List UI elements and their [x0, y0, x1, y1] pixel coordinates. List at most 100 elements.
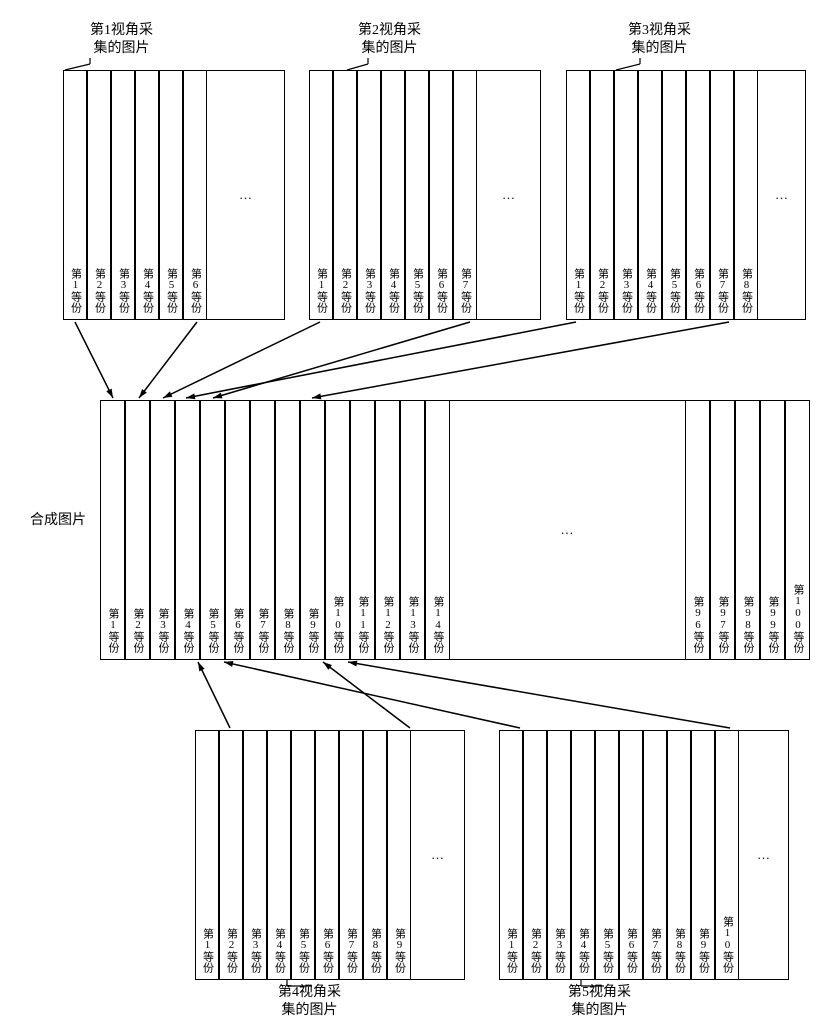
strip: 第2等份	[333, 70, 357, 320]
strip: 第6等份	[429, 70, 453, 320]
ellipsis: …	[477, 70, 541, 320]
strip: 第6等份	[619, 730, 643, 980]
strip: 第3等份	[614, 70, 638, 320]
strip: 第9等份	[300, 400, 325, 660]
ellipsis: …	[758, 70, 806, 320]
strip-label: 第5等份	[166, 268, 177, 319]
strip: 第8等份	[734, 70, 758, 320]
strip: 第10等份	[715, 730, 739, 980]
strip: 第5等份	[159, 70, 183, 320]
strips-top3: 第1等份第2等份第3等份第4等份第5等份第6等份第7等份第8等份…	[566, 70, 806, 320]
strip: 第3等份	[150, 400, 175, 660]
strip: 第5等份	[595, 730, 619, 980]
strip: 第2等份	[125, 400, 150, 660]
title-mid: 合成图片	[30, 512, 86, 530]
strips-top1: 第1等份 第2等份 第3等份第4等份第5等份第6等份…	[63, 70, 285, 320]
strip: 第7等份	[250, 400, 275, 660]
strip: 第7等份	[339, 730, 363, 980]
strip-label: 第4等份	[182, 608, 193, 659]
strip: 第1等份	[63, 70, 87, 320]
ellipsis: …	[450, 400, 685, 660]
strip-label: 第8等份	[370, 928, 381, 979]
strip: 第4等份	[135, 70, 159, 320]
strip-label: 第8等份	[674, 928, 685, 979]
strip: 第4等份	[381, 70, 405, 320]
strip-label: 第96等份	[692, 596, 703, 659]
strip-label: 第10等份	[332, 596, 343, 659]
strip-label: 第14等份	[432, 596, 443, 659]
strip-label: 第3等份	[118, 268, 129, 319]
strip-label: 第3等份	[621, 268, 632, 319]
strip: 第5等份	[405, 70, 429, 320]
strip: 第3等份	[243, 730, 267, 980]
strip-label: 第3等份	[250, 928, 261, 979]
strip-label: 第6等份	[322, 928, 333, 979]
strip-label: 第12等份	[382, 596, 393, 659]
strip: 第4等份	[175, 400, 200, 660]
strip-label: 第1等份	[70, 268, 81, 319]
strip: 第3等份	[357, 70, 381, 320]
strip-label: 第13等份	[407, 596, 418, 659]
strip: 第1等份	[566, 70, 590, 320]
strip: 第3等份	[547, 730, 571, 980]
strip: 第1等份	[309, 70, 333, 320]
strip-label: 第6等份	[436, 268, 447, 319]
strip-label: 第2等份	[132, 608, 143, 659]
strip-label: 第6等份	[693, 268, 704, 319]
strip-label: 第5等份	[207, 608, 218, 659]
strip: 第1等份	[499, 730, 523, 980]
title-bot5: 第5视角采集的图片	[568, 984, 631, 1020]
strip: 第8等份	[667, 730, 691, 980]
strip: 第3等份	[111, 70, 135, 320]
diagram-canvas: 第1等份第2等份第3等份第4等份第5等份第6等份…第1等份第2等份第3等份第4等…	[0, 0, 825, 1000]
strip: 第2等份	[87, 70, 111, 320]
strip-label: 第6等份	[232, 608, 243, 659]
strip-label: 第4等份	[645, 268, 656, 319]
strip-label: 第9等份	[698, 928, 709, 979]
strip: 第5等份	[291, 730, 315, 980]
strip: 第11等份	[350, 400, 375, 660]
strip-label: 第10等份	[722, 916, 733, 979]
strip-label: 第5等份	[602, 928, 613, 979]
strip-label: 第4等份	[388, 268, 399, 319]
strip-label: 第7等份	[650, 928, 661, 979]
strip: 第4等份	[638, 70, 662, 320]
strip-label: 第2等份	[530, 928, 541, 979]
ellipsis: …	[411, 730, 465, 980]
strip-label: 第5等份	[298, 928, 309, 979]
strip-label: 第2等份	[94, 268, 105, 319]
strips-mid: 第1等份第2等份第3等份第4等份第5等份第6等份第7等份第8等份第9等份第10等…	[100, 400, 810, 660]
ellipsis: …	[207, 70, 285, 320]
strip: 第6等份	[183, 70, 207, 320]
strip-label: 第2等份	[597, 268, 608, 319]
strip: 第6等份	[686, 70, 710, 320]
strip: 第13等份	[400, 400, 425, 660]
strip: 第4等份	[571, 730, 595, 980]
strip-label: 第5等份	[412, 268, 423, 319]
strip-label: 第98等份	[742, 596, 753, 659]
strip-label: 第2等份	[226, 928, 237, 979]
strip-label: 第1等份	[506, 928, 517, 979]
strip-label: 第3等份	[554, 928, 565, 979]
strip-label: 第1等份	[202, 928, 213, 979]
strip-label: 第7等份	[717, 268, 728, 319]
strip-label: 第6等份	[626, 928, 637, 979]
ellipsis: …	[739, 730, 789, 980]
strip: 第2等份	[219, 730, 243, 980]
strip-label: 第8等份	[741, 268, 752, 319]
strip: 第97等份	[710, 400, 735, 660]
title-top3: 第3视角采集的图片	[628, 22, 691, 58]
strip: 第96等份	[685, 400, 710, 660]
strip-label: 第3等份	[157, 608, 168, 659]
strip-label: 第9等份	[394, 928, 405, 979]
strip-label: 第8等份	[282, 608, 293, 659]
strip-label: 第1等份	[573, 268, 584, 319]
strip: 第7等份	[643, 730, 667, 980]
strip-label: 第3等份	[364, 268, 375, 319]
strip-label: 第7等份	[460, 268, 471, 319]
strip: 第8等份	[275, 400, 300, 660]
strip: 第4等份	[267, 730, 291, 980]
strip: 第12等份	[375, 400, 400, 660]
strip: 第6等份	[315, 730, 339, 980]
strip: 第1等份	[195, 730, 219, 980]
